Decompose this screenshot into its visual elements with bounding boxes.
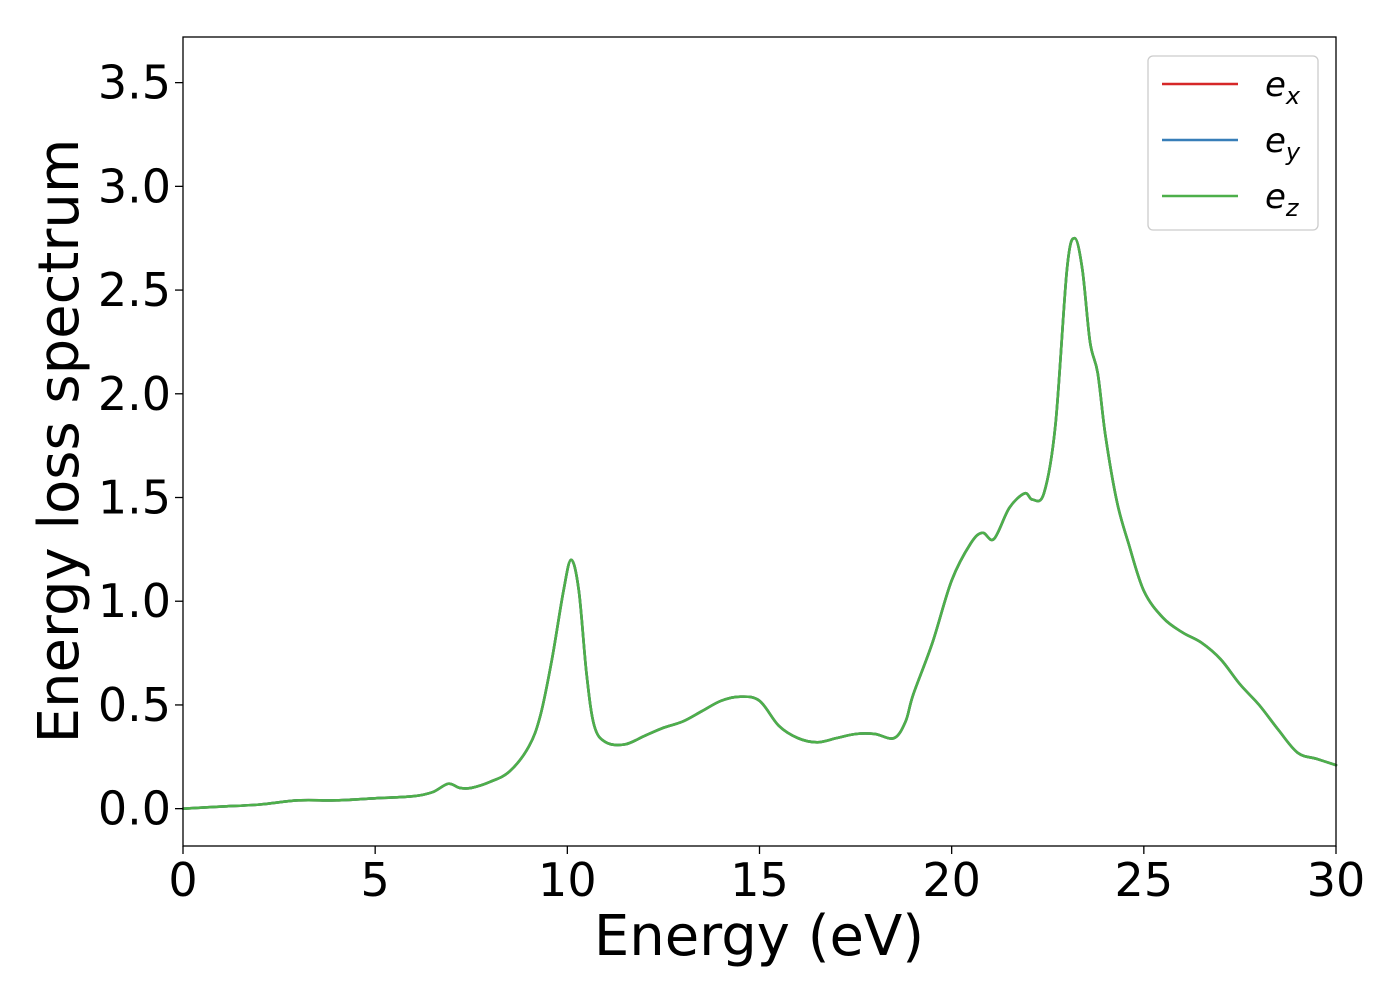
x-tick-label: 30: [1307, 853, 1366, 907]
y-tick-label: 1.0: [98, 574, 171, 628]
y-tick-label: 2.5: [98, 263, 171, 317]
legend-label-y: ey: [1265, 121, 1301, 166]
x-axis-label: Energy (eV): [594, 904, 924, 969]
x-tick-label: 10: [538, 853, 597, 907]
series-line-z: [181, 236, 1338, 810]
series-line-y: [181, 236, 1338, 810]
y-tick-label: 0.0: [98, 782, 171, 836]
y-tick-label: 2.0: [98, 367, 171, 421]
legend: ex ey ez: [1147, 55, 1319, 231]
series-layer: [181, 236, 1338, 810]
legend-label-x: ex: [1265, 65, 1301, 110]
y-tick-label: 3.0: [98, 159, 171, 213]
x-tick-label: 15: [730, 853, 789, 907]
y-tick-label: 0.5: [98, 678, 171, 732]
y-axis-ticks: 0.0 0.5 1.0 1.5 2.0 2.5 3.0 3.5: [98, 56, 183, 836]
legend-frame: [1147, 55, 1319, 231]
y-axis-label: Energy loss spectrum: [27, 139, 92, 744]
y-tick-label: 3.5: [98, 56, 171, 110]
x-axis-ticks: 0 5 10 15 20 25 30: [168, 846, 1365, 907]
x-tick-label: 20: [922, 853, 981, 907]
x-tick-label: 5: [361, 853, 390, 907]
x-tick-label: 25: [1115, 853, 1174, 907]
y-tick-label: 1.5: [98, 471, 171, 525]
legend-label-z: ez: [1265, 177, 1300, 222]
series-line-x: [181, 236, 1338, 810]
x-tick-label: 0: [168, 853, 197, 907]
